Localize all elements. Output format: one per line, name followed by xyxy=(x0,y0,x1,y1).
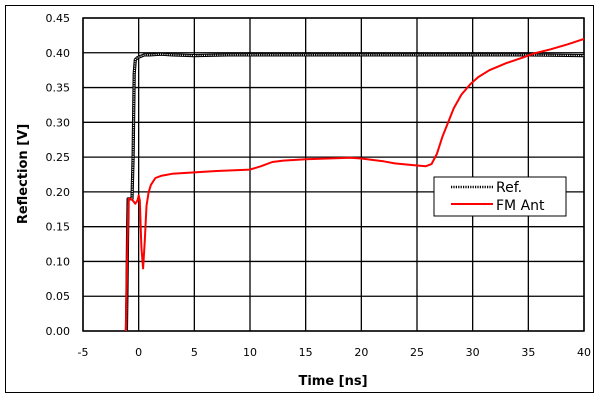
y-tick-label: 0.30 xyxy=(46,116,71,129)
y-tick-label: 0.05 xyxy=(46,290,71,303)
legend-fmant-label: FM Ant xyxy=(496,198,545,214)
y-tick-label: 0.00 xyxy=(46,325,71,338)
x-axis-title: Time [ns] xyxy=(298,374,367,389)
x-axis-ticks: -5 0 5 10 15 20 25 30 35 40 xyxy=(78,346,591,359)
y-tick-label: 0.15 xyxy=(46,221,71,234)
x-tick-label: 40 xyxy=(577,346,591,359)
y-tick-label: 0.35 xyxy=(46,82,71,95)
x-tick-label: 35 xyxy=(521,346,535,359)
chart-frame xyxy=(5,5,594,393)
x-tick-label: -5 xyxy=(78,346,89,359)
legend: Ref. FM Ant xyxy=(433,176,567,217)
legend-ref-label: Ref. xyxy=(496,180,522,196)
plot-area xyxy=(82,17,585,332)
legend-box xyxy=(433,176,567,217)
grid-lines xyxy=(82,17,585,332)
x-tick-label: 15 xyxy=(299,346,313,359)
x-tick-label: 0 xyxy=(135,346,142,359)
x-tick-label: 10 xyxy=(243,346,257,359)
x-tick-label: 20 xyxy=(354,346,368,359)
y-tick-label: 0.45 xyxy=(46,12,71,25)
y-axis-ticks: 0.00 0.05 0.10 0.15 0.20 0.25 0.30 0.35 0.40 0.45 xyxy=(46,12,71,338)
y-tick-label: 0.10 xyxy=(46,255,71,268)
y-tick-label: 0.40 xyxy=(46,47,71,60)
x-tick-label: 30 xyxy=(466,346,480,359)
x-tick-label: 25 xyxy=(410,346,424,359)
series-fmant-line xyxy=(124,37,585,332)
y-tick-label: 0.20 xyxy=(46,186,71,199)
y-tick-label: 0.25 xyxy=(46,151,71,164)
x-tick-label: 5 xyxy=(191,346,198,359)
series-lines xyxy=(124,37,585,332)
y-axis-title: Reflection [V] xyxy=(16,124,31,224)
